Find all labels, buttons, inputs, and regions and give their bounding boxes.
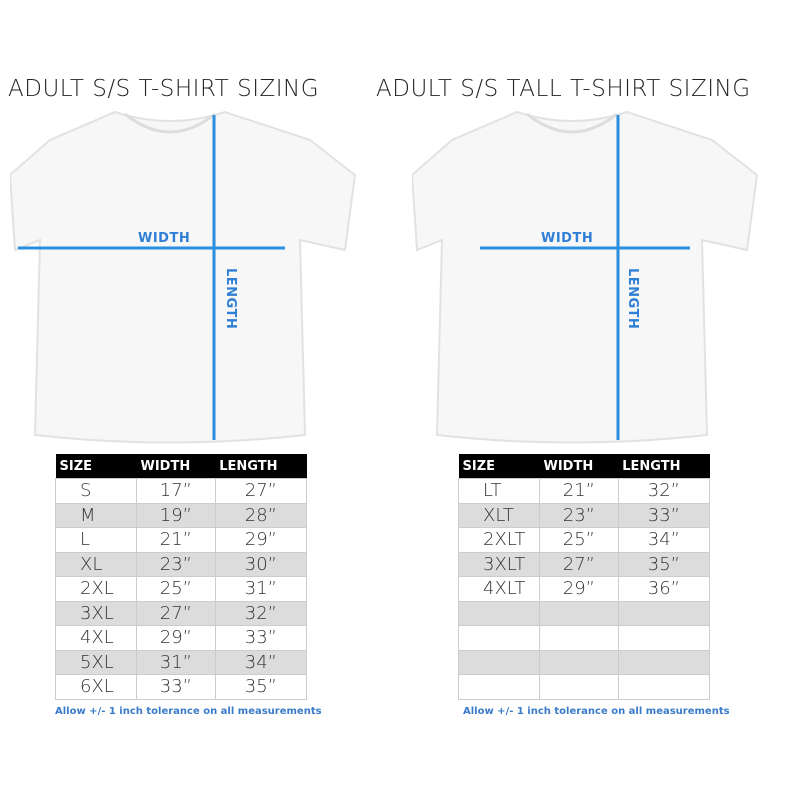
length-cell: 27”	[214, 478, 308, 504]
table-row: M 19” 28”	[55, 502, 308, 528]
length-cell: 34”	[214, 649, 308, 675]
size-cell	[458, 649, 540, 675]
length-cell: 28”	[214, 502, 308, 528]
table-row: LT 21” 32”	[458, 478, 711, 504]
table-row	[458, 674, 711, 700]
table-row: 3XLT 27” 35”	[458, 551, 711, 577]
width-label: WIDTH	[541, 231, 594, 246]
table-row: L 21” 29”	[55, 527, 308, 553]
table-row: 5XL 31” 34”	[55, 649, 308, 675]
length-cell	[617, 600, 711, 626]
width-cell: 21”	[136, 527, 216, 553]
table-row: S 17” 27”	[55, 478, 308, 504]
length-label: LENGTH	[223, 268, 238, 330]
size-cell: 4XL	[55, 625, 137, 651]
length-cell: 31”	[214, 576, 308, 602]
left-title: ADULT S/S T-SHIRT SIZING	[8, 76, 320, 102]
size-cell: 2XLT	[458, 527, 540, 553]
length-cell: 36”	[617, 576, 711, 602]
size-cell: L	[55, 527, 137, 553]
size-table-right: SIZE WIDTH LENGTH LT 21” 32” XLT 23” 33” 2XLT 25” 3…	[458, 454, 711, 700]
size-cell: 5XL	[55, 649, 137, 675]
size-cell: XL	[55, 551, 137, 577]
width-cell	[539, 674, 619, 700]
tshirt-image-right	[412, 110, 759, 444]
size-cell	[458, 625, 540, 651]
length-cell: 32”	[214, 600, 308, 626]
length-cell: 30”	[214, 551, 308, 577]
size-cell: XLT	[458, 502, 540, 528]
width-cell	[539, 600, 619, 626]
size-cell	[458, 600, 540, 626]
table-header: SIZE WIDTH LENGTH	[458, 454, 710, 479]
tshirt-image-left	[10, 110, 357, 444]
size-cell: S	[55, 478, 137, 504]
size-cell: M	[55, 502, 137, 528]
length-cell	[617, 649, 711, 675]
column-header: SIZE	[55, 454, 137, 479]
table-row: XL 23” 30”	[55, 551, 308, 577]
column-header: LENGTH	[618, 454, 710, 479]
column-header: SIZE	[458, 454, 540, 479]
table-row: 2XLT 25” 34”	[458, 527, 711, 553]
length-cell: 33”	[617, 502, 711, 528]
table-row	[458, 625, 711, 651]
size-cell: 2XL	[55, 576, 137, 602]
table-header: SIZE WIDTH LENGTH	[55, 454, 307, 479]
tolerance-note: Allow +/- 1 inch tolerance on all measur…	[55, 706, 322, 717]
length-cell: 34”	[617, 527, 711, 553]
width-cell: 27”	[539, 551, 619, 577]
width-cell: 19”	[136, 502, 216, 528]
column-header: LENGTH	[215, 454, 307, 479]
width-cell: 27”	[136, 600, 216, 626]
width-cell: 25”	[136, 576, 216, 602]
table-row	[458, 649, 711, 675]
length-cell	[617, 625, 711, 651]
table-row: 4XL 29” 33”	[55, 625, 308, 651]
width-cell	[539, 649, 619, 675]
right-title: ADULT S/S TALL T-SHIRT SIZING	[376, 76, 751, 102]
size-cell: 3XL	[55, 600, 137, 626]
length-cell: 32”	[617, 478, 711, 504]
width-cell: 23”	[539, 502, 619, 528]
width-cell: 31”	[136, 649, 216, 675]
width-cell: 17”	[136, 478, 216, 504]
length-cell: 35”	[214, 674, 308, 700]
table-row: 4XLT 29” 36”	[458, 576, 711, 602]
table-row: XLT 23” 33”	[458, 502, 711, 528]
width-cell	[539, 625, 619, 651]
size-cell: 4XLT	[458, 576, 540, 602]
table-row	[458, 600, 711, 626]
table-row: 6XL 33” 35”	[55, 674, 308, 700]
width-cell: 21”	[539, 478, 619, 504]
column-header: WIDTH	[136, 454, 216, 479]
column-header: WIDTH	[539, 454, 619, 479]
length-label: LENGTH	[625, 268, 640, 330]
width-cell: 29”	[539, 576, 619, 602]
tolerance-note: Allow +/- 1 inch tolerance on all measur…	[463, 706, 730, 717]
table-row: 3XL 27” 32”	[55, 600, 308, 626]
size-cell: 3XLT	[458, 551, 540, 577]
size-cell	[458, 674, 540, 700]
width-cell: 25”	[539, 527, 619, 553]
width-label: WIDTH	[138, 231, 191, 246]
table-row: 2XL 25” 31”	[55, 576, 308, 602]
size-table-left: SIZE WIDTH LENGTH S 17” 27” M 19” 28” L 21” 29” XL 23…	[55, 454, 308, 700]
length-cell	[617, 674, 711, 700]
length-cell: 35”	[617, 551, 711, 577]
width-cell: 23”	[136, 551, 216, 577]
size-cell: LT	[458, 478, 540, 504]
width-cell: 33”	[136, 674, 216, 700]
width-cell: 29”	[136, 625, 216, 651]
length-cell: 29”	[214, 527, 308, 553]
size-cell: 6XL	[55, 674, 137, 700]
length-cell: 33”	[214, 625, 308, 651]
